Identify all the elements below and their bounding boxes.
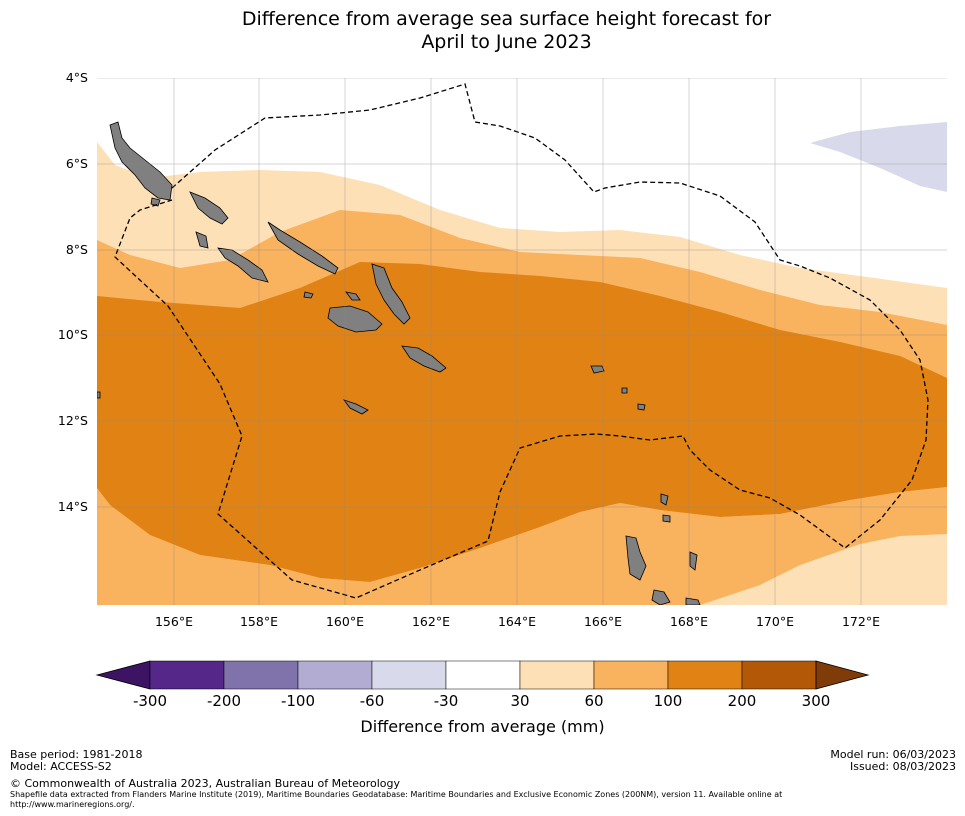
contour-band-100-200: [97, 262, 947, 582]
colorbar-bin-neg200-neg100: [223, 660, 299, 690]
lon-label-164E: 164°E: [497, 614, 536, 629]
banks-islands: [637, 403, 646, 411]
footer-model-run: Model run: 06/03/2023: [830, 748, 956, 761]
lon-label-158E: 158°E: [239, 614, 278, 629]
colorbar-tick-neg60: -60: [359, 692, 385, 710]
colorbar-extend-high: [815, 660, 870, 690]
lat-label-12S: 12°S: [57, 413, 88, 428]
small-island-2: [97, 391, 101, 399]
colorbar-bin-neg300-neg200: [149, 660, 225, 690]
lon-label-162E: 162°E: [411, 614, 450, 629]
lon-label-168E: 168°E: [669, 614, 708, 629]
colorbar-tick-30: 30: [510, 692, 530, 710]
colorbar-extend-low: [95, 660, 151, 690]
new-georgia-island: [195, 231, 209, 249]
epi-island: [685, 597, 701, 605]
santa-cruz-island: [590, 365, 605, 374]
footer-model: Model: ACCESS-S2: [10, 760, 112, 773]
colorbar: [95, 660, 870, 690]
colorbar-tick-neg30: -30: [433, 692, 459, 710]
colorbar-tick-300: 300: [801, 692, 831, 710]
title-line-1: Difference from average sea surface heig…: [241, 8, 772, 30]
title-line-2: April to June 2023: [421, 31, 592, 53]
ambae-island: [662, 514, 671, 523]
guadalcanal-island: [327, 305, 383, 333]
colorbar-bin-30-60: [519, 660, 595, 690]
rennell-island: [342, 399, 369, 415]
land-masses: [97, 121, 701, 605]
colorbar-bin-neg60-neg30: [371, 660, 447, 690]
colorbar-bin-200-300: [741, 660, 817, 690]
espiritu-santo-island: [625, 535, 647, 581]
footer-shapefile-line-2: http://www.marineregions.org/.: [10, 800, 135, 809]
lat-label-8S: 8°S: [65, 242, 88, 257]
lon-label-160E: 160°E: [325, 614, 364, 629]
torres-islands: [621, 387, 628, 394]
makira-island: [401, 345, 447, 373]
colorbar-bin-neg100-neg60: [297, 660, 373, 690]
colorbar-bin-60-100: [593, 660, 669, 690]
malaita-island: [371, 263, 411, 325]
gridlines: [97, 78, 947, 605]
choiseul-island: [189, 191, 229, 225]
contour-band-60-100-south: [97, 487, 947, 605]
pentecost-island: [689, 551, 698, 571]
small-island-1: [150, 197, 161, 207]
lon-label-166E: 166°E: [583, 614, 622, 629]
lon-label-170E: 170°E: [755, 614, 794, 629]
santa-isabel-island: [267, 221, 339, 275]
footer-base-period: Base period: 1981-2018: [10, 748, 143, 761]
contour-band-neg30-neg60: [810, 122, 947, 192]
lat-label-4S: 4°S: [65, 70, 88, 85]
florida-islands: [345, 291, 361, 301]
eez-solomon-islands: [114, 83, 929, 599]
savo-island: [303, 291, 314, 299]
map-area: [97, 78, 947, 605]
colorbar-tick-60: 60: [584, 692, 604, 710]
new-georgia-group: [217, 247, 269, 283]
footer-shapefile-line-1: Shapefile data extracted from Flanders M…: [10, 790, 783, 799]
lat-label-10S: 10°S: [57, 327, 88, 342]
contour-band-30-60-south: [700, 534, 947, 605]
eez-boundaries: [114, 83, 929, 599]
colorbar-tick-200: 200: [727, 692, 757, 710]
lat-label-6S: 6°S: [65, 156, 88, 171]
colorbar-tick-neg200: -200: [206, 692, 242, 710]
colorbar-label: Difference from average (mm): [360, 717, 605, 736]
lon-label-156E: 156°E: [154, 614, 193, 629]
footer-copyright: © Commonwealth of Australia 2023, Austra…: [10, 777, 400, 790]
malekula-island: [651, 589, 671, 605]
colorbar-tick-100: 100: [653, 692, 683, 710]
footer-issued: Issued: 08/03/2023: [849, 760, 956, 773]
maewo-island: [660, 493, 669, 506]
colorbar-tick-neg100: -100: [280, 692, 316, 710]
colorbar-tick-neg300: -300: [132, 692, 168, 710]
colorbar-bin-neg30-30: [445, 660, 521, 690]
chart-title: Difference from average sea surface heig…: [0, 8, 965, 54]
colorbar-bin-100-200: [667, 660, 743, 690]
lon-label-172E: 172°E: [841, 614, 880, 629]
lat-label-14S: 14°S: [57, 499, 88, 514]
